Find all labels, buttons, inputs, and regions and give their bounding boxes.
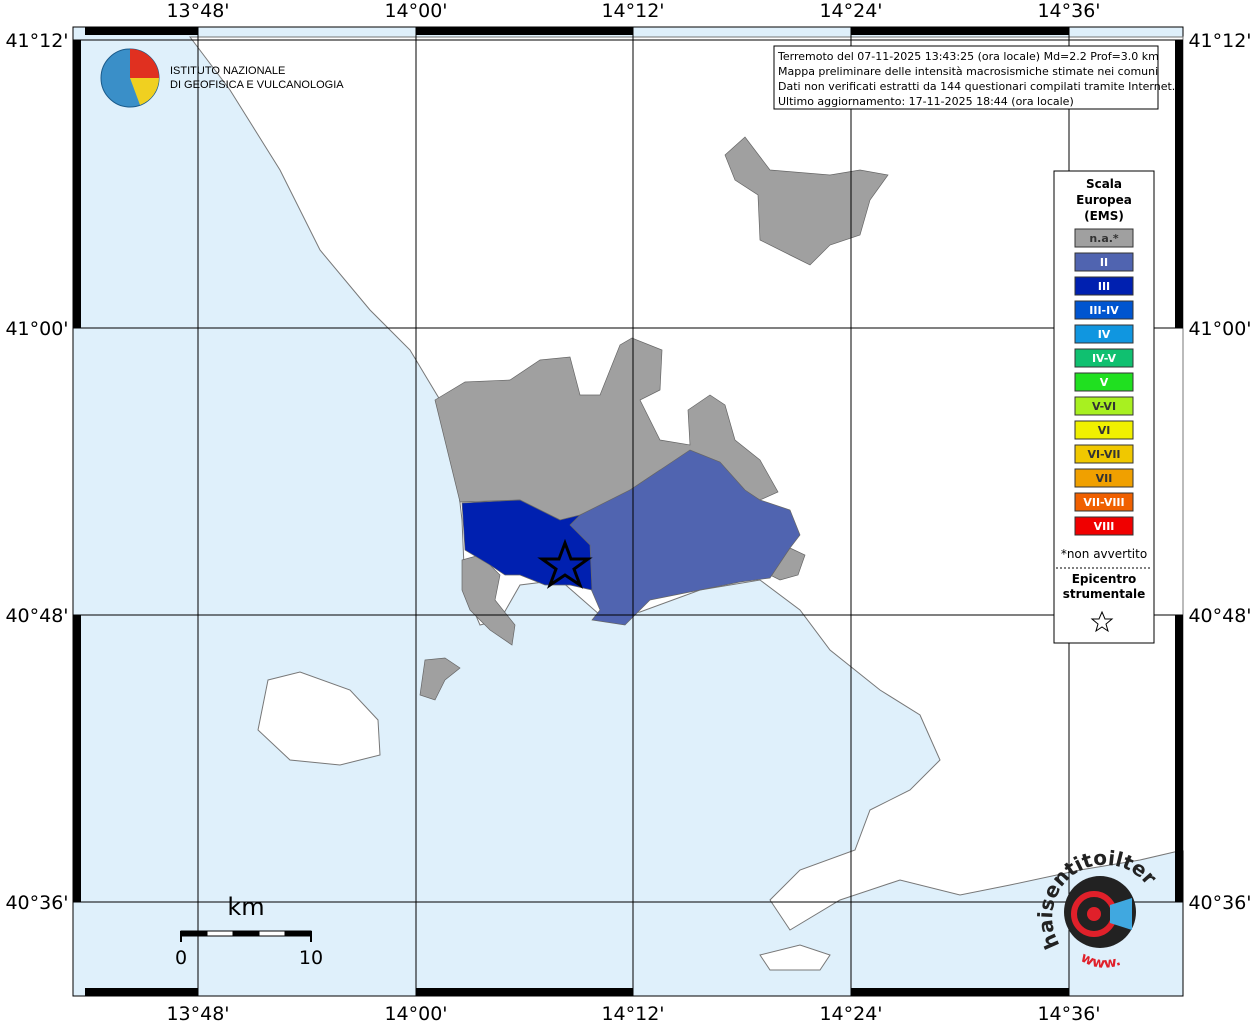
scale-label: 0: [175, 947, 187, 969]
lon-label: 14°24': [819, 1003, 882, 1024]
lon-label: 14°36': [1037, 1003, 1100, 1024]
legend-label: IV: [1098, 328, 1111, 341]
legend-epicenter: strumentale: [1063, 587, 1146, 601]
legend-label: VI-VII: [1087, 448, 1120, 461]
intensity-area: [724, 136, 889, 266]
frame-band: [85, 988, 198, 996]
legend-note: *non avvertito: [1061, 547, 1147, 561]
frame-band: [851, 988, 1069, 996]
scale-segment: [258, 930, 286, 937]
frame-band: [1175, 40, 1183, 328]
legend-label: VIII: [1094, 520, 1115, 533]
info-box: Terremoto del 07-11-2025 13:43:25 (ora l…: [773, 45, 1175, 110]
scale-segment: [206, 930, 234, 937]
legend-label: V-VI: [1092, 400, 1116, 413]
intensity-area: [569, 449, 801, 626]
legend-title: (EMS): [1084, 209, 1124, 223]
info-line: Dati non verificati estratti da 144 ques…: [778, 80, 1175, 93]
scale-segment: [232, 930, 260, 937]
frame-band: [1175, 615, 1183, 902]
legend-title: Europea: [1076, 193, 1132, 207]
lon-label: 14°12': [601, 0, 664, 22]
legend-swatch: [1074, 516, 1134, 536]
legend-swatch: [1074, 276, 1134, 296]
legend-label: IV-V: [1092, 352, 1117, 365]
lat-label: 41°00': [5, 318, 68, 340]
lat-label: 40°48': [5, 605, 68, 627]
legend-epicenter: Epicentro: [1072, 572, 1137, 586]
badge-www-path: www.: [1078, 950, 1123, 972]
intensity-areas: [419, 136, 889, 701]
legend-label: VI: [1098, 424, 1111, 437]
legend-label: VII: [1096, 472, 1113, 485]
legend: ScalaEuropea(EMS)n.a.*IIIIIIII-IVIVIV-VV…: [1053, 170, 1155, 644]
info-line: Mappa preliminare delle intensità macros…: [778, 65, 1158, 78]
frame-band: [73, 615, 81, 902]
legend-label: II: [1100, 256, 1108, 269]
legend-swatch: [1074, 324, 1134, 344]
legend-star: [1090, 610, 1114, 633]
legend-label: V: [1100, 376, 1109, 389]
legend-swatch: [1074, 444, 1134, 464]
legend-swatch: [1074, 228, 1134, 248]
legend-swatch: [1074, 396, 1134, 416]
scale-segment: [180, 930, 208, 937]
lon-label: 14°00': [384, 1003, 447, 1024]
intensity-area: [461, 499, 593, 591]
legend-label: n.a.*: [1089, 232, 1119, 245]
badge-www: www.: [1078, 950, 1123, 972]
lon-label: 13°48': [166, 1003, 229, 1024]
frame-band: [416, 27, 633, 35]
info-frame: [773, 45, 1159, 110]
legend-swatch: [1074, 420, 1134, 440]
frame-band: [416, 988, 633, 996]
scale-segment: [284, 930, 312, 937]
info-line: Ultimo aggiornamento: 17-11-2025 18:44 (…: [778, 95, 1074, 108]
frame-band: [85, 27, 198, 35]
lon-label: 14°00': [384, 0, 447, 22]
legend-swatch: [1074, 252, 1134, 272]
frame-band: [73, 40, 81, 328]
intensity-area: [419, 657, 461, 701]
lon-label: 14°24': [819, 0, 882, 22]
legend-swatch: [1074, 468, 1134, 488]
legend-label: III: [1098, 280, 1110, 293]
legend-title: Scala: [1086, 177, 1122, 191]
lat-label: 41°12': [1188, 30, 1251, 52]
logo-segment: [130, 78, 159, 105]
lat-label: 41°12': [5, 30, 68, 52]
logo-text: DI GEOFISICA E VULCANOLOGIA: [170, 79, 344, 91]
badge-dot: [1087, 907, 1101, 921]
logo-segment: [130, 49, 159, 78]
lat-label: 41°00': [1188, 318, 1251, 340]
epicenter-star: [537, 538, 593, 589]
lat-label: 40°36': [5, 892, 68, 914]
scale-bar: km 0 10: [175, 893, 323, 969]
ingv-logo: ISTITUTO NAZIONALE DI GEOFISICA E VULCAN…: [100, 48, 344, 108]
frame-band: [851, 27, 1069, 35]
info-line: Terremoto del 07-11-2025 13:43:25 (ora l…: [777, 50, 1159, 63]
legend-swatch: [1074, 492, 1134, 512]
logo-text: ISTITUTO NAZIONALE: [170, 65, 285, 77]
lat-label: 40°48': [1188, 605, 1251, 627]
scale-unit: km: [227, 893, 264, 921]
badge-beam: [1110, 898, 1132, 930]
legend-label: VII-VIII: [1083, 496, 1124, 509]
scale-label: 10: [299, 947, 323, 969]
lon-label: 13°48': [166, 0, 229, 22]
graticule: 13°48' 13°48' 14°00' 14°00' 14°12' 14°12' 14°2…: [5, 0, 1251, 1024]
legend-label: III-IV: [1089, 304, 1119, 317]
lon-label: 14°36': [1037, 0, 1100, 22]
lon-label: 14°12': [601, 1003, 664, 1024]
legend-swatch: [1074, 372, 1134, 392]
legend-swatch: [1074, 300, 1134, 320]
legend-swatch: [1074, 348, 1134, 368]
lat-label: 40°36': [1188, 892, 1251, 914]
